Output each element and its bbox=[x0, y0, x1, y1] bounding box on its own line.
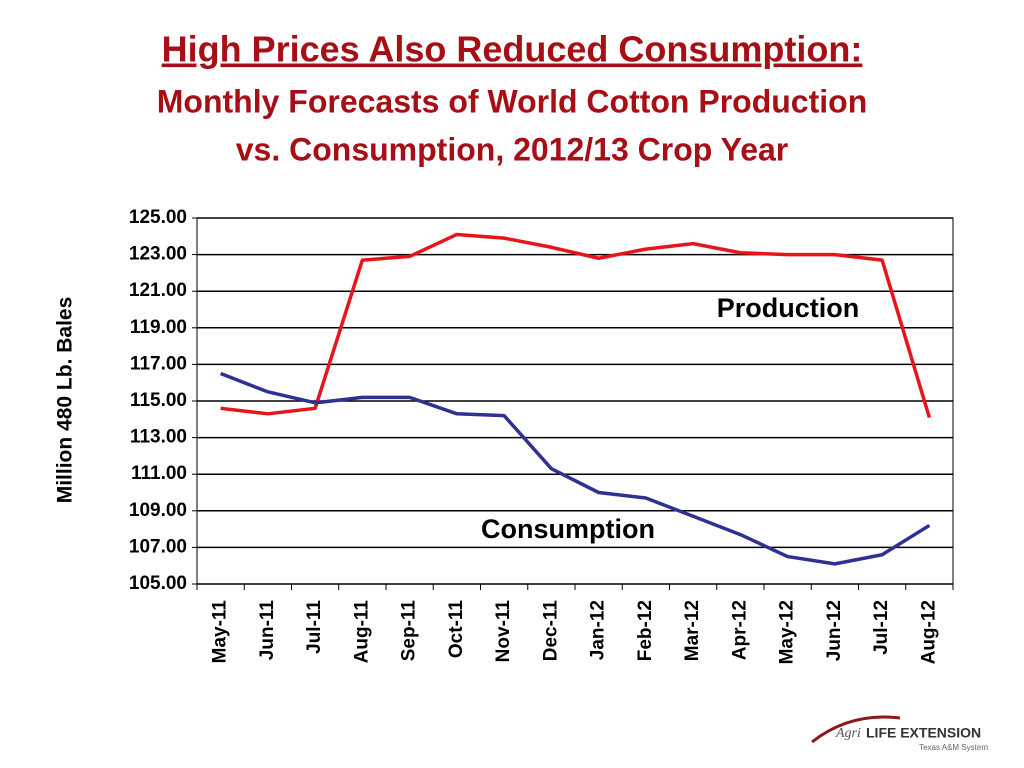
chart-title: High Prices Also Reduced Consumption: bbox=[162, 29, 863, 70]
x-tick-label: Jul-12 bbox=[871, 600, 892, 655]
x-tick-label: Aug-12 bbox=[918, 600, 939, 664]
y-tick-label: 115.00 bbox=[130, 390, 187, 411]
y-tick-label: 119.00 bbox=[130, 317, 187, 338]
y-axis-label: Million 480 Lb. Bales bbox=[54, 297, 77, 504]
logo-name: LIFE EXTENSION bbox=[866, 725, 981, 741]
y-tick-label: 109.00 bbox=[129, 500, 187, 521]
y-tick-label: 107.00 bbox=[129, 536, 187, 557]
series-line bbox=[219, 371, 931, 566]
logo-swoosh bbox=[811, 715, 901, 744]
x-tick-label: Dec-11 bbox=[540, 600, 561, 662]
x-tick-label: Oct-11 bbox=[446, 600, 467, 659]
x-tick-label: May-12 bbox=[777, 600, 798, 664]
series-line bbox=[220, 232, 932, 418]
x-tick-label: Jan-12 bbox=[588, 600, 609, 660]
chart-subtitle: Monthly Forecasts of World Cotton Produc… bbox=[157, 83, 867, 119]
x-tick-label: Nov-11 bbox=[493, 600, 514, 663]
logo-brand: Agri bbox=[835, 726, 861, 741]
y-tick-label: 123.00 bbox=[129, 244, 187, 265]
x-tick-label: Feb-12 bbox=[635, 600, 656, 661]
y-tick-label: 117.00 bbox=[130, 353, 187, 374]
y-tick-label: 121.00 bbox=[129, 280, 187, 301]
y-tick-label: 111.00 bbox=[131, 463, 187, 484]
x-tick-label: May-11 bbox=[210, 600, 231, 664]
x-tick-label: Mar-12 bbox=[682, 600, 703, 661]
x-tick-label: Jun-11 bbox=[257, 600, 278, 661]
y-tick-label: 125.00 bbox=[129, 207, 187, 228]
x-tick-label: Apr-12 bbox=[729, 600, 750, 660]
x-tick-label: Jun-12 bbox=[824, 600, 845, 661]
logo: Agri LIFE EXTENSION Texas A&M System bbox=[811, 715, 988, 752]
y-tick-label: 113.00 bbox=[130, 427, 187, 448]
logo-subtext: Texas A&M System bbox=[919, 743, 988, 752]
chart-subtitle: vs. Consumption, 2012/13 Crop Year bbox=[236, 131, 789, 167]
x-tick-label: Aug-11 bbox=[351, 600, 372, 664]
x-tick-label: Sep-11 bbox=[399, 600, 420, 662]
x-tick-label: Jul-11 bbox=[304, 600, 325, 654]
series-label: Production bbox=[717, 293, 860, 323]
series-label: Consumption bbox=[481, 514, 655, 544]
y-tick-label: 105.00 bbox=[129, 573, 187, 594]
